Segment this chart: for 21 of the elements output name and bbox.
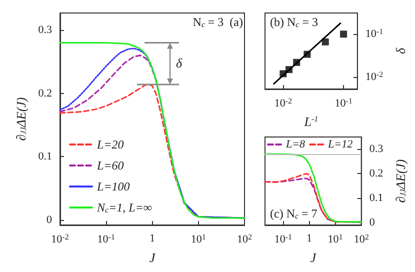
- y-axis-title: δ: [393, 47, 408, 54]
- legend-label: L=60: [96, 158, 124, 172]
- y-tick-label: 0: [46, 214, 52, 226]
- legend-label: L=12: [327, 138, 354, 150]
- annotation: (b) Nc = 3: [270, 15, 318, 29]
- y-tick-label: 0.3: [38, 24, 52, 36]
- y-tick-label: 0.1: [38, 150, 52, 163]
- annotation: Nc = 3 (a): [192, 15, 244, 29]
- legend-label: L=8: [285, 138, 306, 150]
- x-tick-label: 1: [150, 232, 155, 244]
- x-tick-label: 1: [306, 232, 312, 244]
- legend-label: Nc=1, L=∞: [96, 200, 152, 214]
- annotation: δ: [176, 56, 183, 71]
- annotation: (c) Nc = 7: [270, 206, 318, 220]
- y-axis-title: ∂JJΔE(J): [13, 97, 28, 141]
- legend-label: L=100: [96, 180, 130, 194]
- y-tick-label: 0.2: [38, 87, 52, 100]
- x-axis-title: J: [310, 250, 318, 265]
- x-axis-title: J: [149, 250, 156, 265]
- y2-axis-title: ∂JJΔE(J): [393, 159, 408, 203]
- legend-label: L=20: [96, 138, 124, 152]
